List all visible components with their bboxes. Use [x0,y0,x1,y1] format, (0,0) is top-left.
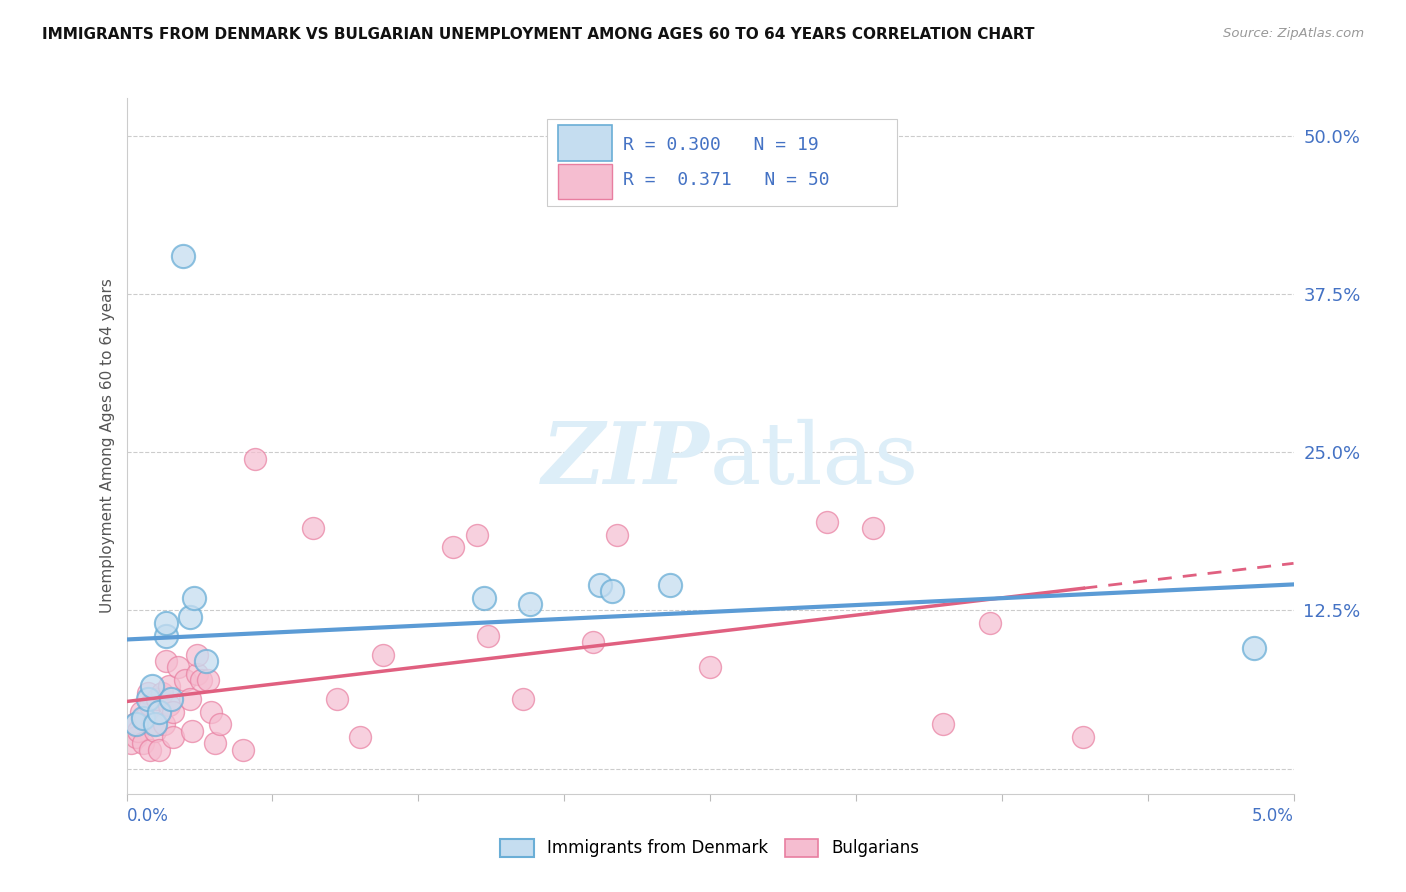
Text: 0.0%: 0.0% [127,807,169,825]
Point [325,692,347,706]
Point [204,736,226,750]
Point [659,578,682,592]
Point [194,654,217,668]
Point [174,673,197,687]
Point [150,686,173,700]
Point [232,742,254,756]
Point [127,723,149,738]
Point [512,692,534,706]
Point [162,730,184,744]
Point [120,736,142,750]
Text: atlas: atlas [710,418,920,501]
Point [606,527,628,541]
Point [186,666,208,681]
Point [208,717,231,731]
Point [465,527,488,541]
Point [129,705,152,719]
Point [243,451,266,466]
Y-axis label: Unemployment Among Ages 60 to 64 years: Unemployment Among Ages 60 to 64 years [100,278,115,614]
Point [302,521,325,535]
Point [155,629,177,643]
Point [162,705,184,719]
Legend: Immigrants from Denmark, Bulgarians: Immigrants from Denmark, Bulgarians [492,830,928,865]
Point [132,736,155,750]
Point [141,679,163,693]
Point [122,717,145,731]
Point [141,717,163,731]
Text: 5.0%: 5.0% [1251,807,1294,825]
Point [155,654,177,668]
Point [197,673,219,687]
Point [153,717,176,731]
Point [136,686,159,700]
Point [600,584,623,599]
Point [180,723,202,738]
Point [157,698,180,713]
Text: R =  0.371   N = 50: R = 0.371 N = 50 [623,171,830,189]
Point [136,692,159,706]
Point [582,635,605,649]
Point [155,616,177,631]
Point [148,742,170,756]
Point [589,578,612,592]
Point [815,515,838,529]
Point [148,705,170,719]
Point [373,648,395,662]
Text: IMMIGRANTS FROM DENMARK VS BULGARIAN UNEMPLOYMENT AMONG AGES 60 TO 64 YEARS CORR: IMMIGRANTS FROM DENMARK VS BULGARIAN UNE… [42,27,1035,42]
Point [157,679,180,693]
Point [179,609,201,624]
Point [160,692,183,706]
Point [139,742,162,756]
Point [186,648,208,662]
Point [132,711,155,725]
Point [183,591,205,605]
Point [146,692,169,706]
Text: Source: ZipAtlas.com: Source: ZipAtlas.com [1223,27,1364,40]
Text: R = 0.300   N = 19: R = 0.300 N = 19 [623,136,818,154]
Point [349,730,371,744]
Point [172,249,194,263]
Text: ZIP: ZIP [543,418,710,501]
Point [143,723,166,738]
Point [1243,641,1265,656]
Point [979,616,1001,631]
FancyBboxPatch shape [558,163,612,199]
Point [932,717,955,731]
Point [1073,730,1095,744]
Point [862,521,884,535]
Point [134,711,156,725]
Point [139,698,162,713]
Point [179,692,201,706]
FancyBboxPatch shape [547,119,897,206]
Point [125,717,148,731]
Point [125,730,148,744]
FancyBboxPatch shape [558,125,612,161]
Point [143,717,166,731]
Point [699,660,721,674]
Point [472,591,495,605]
Point [519,597,541,611]
Point [200,705,222,719]
Point [477,629,499,643]
Point [167,660,190,674]
Point [190,673,212,687]
Point [441,540,464,554]
